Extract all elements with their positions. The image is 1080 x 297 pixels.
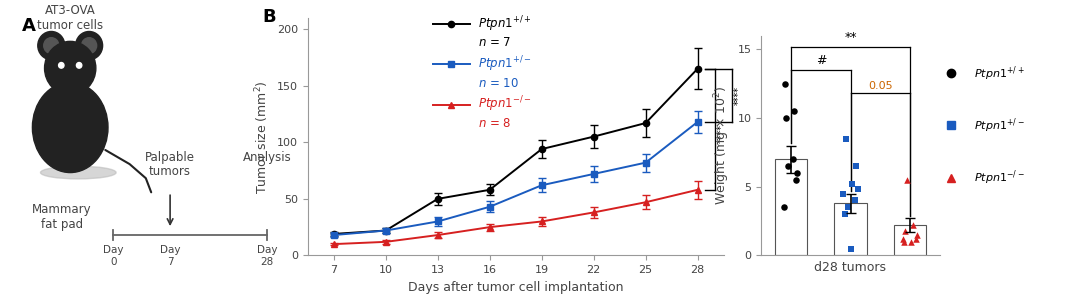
Bar [834,203,867,255]
Point [899,178,916,182]
Point [836,212,853,217]
Point [778,116,795,121]
Point [775,205,793,210]
Text: $\it{n}$ = 8: $\it{n}$ = 8 [478,117,512,130]
Bar [774,159,808,255]
Point [908,233,926,237]
Circle shape [38,31,65,60]
Text: $\it{Ptpn1}^{+/+}$: $\it{Ptpn1}^{+/+}$ [973,64,1024,83]
Text: tumor cells: tumor cells [37,19,104,32]
Point [785,109,802,113]
Text: fat pad: fat pad [41,218,83,231]
Point [787,178,805,182]
X-axis label: Days after tumor cell implantation: Days after tumor cell implantation [408,281,623,294]
Point [780,164,797,168]
Point [894,236,912,241]
Point [777,81,794,86]
Point [843,182,861,187]
Point [847,198,864,203]
Text: tumors: tumors [149,165,191,178]
Point [835,191,852,196]
Text: 0: 0 [110,257,117,267]
Text: Day: Day [160,244,180,255]
Circle shape [44,41,96,95]
Text: AT3-OVA: AT3-OVA [45,4,95,17]
Y-axis label: Tumor size (mm$^2$): Tumor size (mm$^2$) [254,80,271,194]
Text: $\it{Ptpn1}^{-/-}$: $\it{Ptpn1}^{-/-}$ [478,95,531,114]
Text: ****: **** [734,86,744,105]
Point [895,239,913,244]
Text: A: A [22,18,36,35]
Text: 28: 28 [260,257,274,267]
Text: $\it{n}$ = 10: $\it{n}$ = 10 [478,77,519,90]
Text: $\it{Ptpn1}^{+/-}$: $\it{Ptpn1}^{+/-}$ [973,116,1024,135]
Text: ****: **** [717,124,727,143]
Text: B: B [262,8,275,26]
Circle shape [44,38,59,53]
Point [846,198,863,203]
Text: $\it{Ptpn1}^{-/-}$: $\it{Ptpn1}^{-/-}$ [973,168,1024,187]
Circle shape [77,63,82,68]
Text: $\it{n}$ = 7: $\it{n}$ = 7 [478,36,512,49]
Point [837,136,854,141]
Point [848,164,865,168]
Ellipse shape [32,82,108,173]
Point [842,246,860,251]
Point [896,228,914,233]
X-axis label: d28 tumors: d28 tumors [814,261,887,274]
Text: **: ** [845,31,856,44]
Bar [893,225,927,255]
Point [903,239,920,244]
Point [784,157,801,162]
Circle shape [82,38,97,53]
Circle shape [76,31,103,60]
Text: 0.05: 0.05 [868,80,892,91]
Text: $\it{Ptpn1}^{+/-}$: $\it{Ptpn1}^{+/-}$ [478,54,531,74]
Text: $\it{Ptpn1}^{+/+}$: $\it{Ptpn1}^{+/+}$ [478,14,531,34]
Text: 7: 7 [166,257,174,267]
Point [907,236,924,241]
Text: Analysis: Analysis [243,151,292,164]
Ellipse shape [41,166,117,179]
Text: Palpable: Palpable [145,151,195,164]
Text: Day: Day [257,244,278,255]
Text: Day: Day [104,244,123,255]
Point [839,205,856,210]
Y-axis label: Weight (mg × 10$^2$): Weight (mg × 10$^2$) [713,86,732,205]
Point [849,187,866,192]
Circle shape [58,63,64,68]
Point [788,170,806,175]
Text: Mammary: Mammary [32,203,92,216]
Point [904,223,921,228]
Text: #: # [815,54,826,67]
